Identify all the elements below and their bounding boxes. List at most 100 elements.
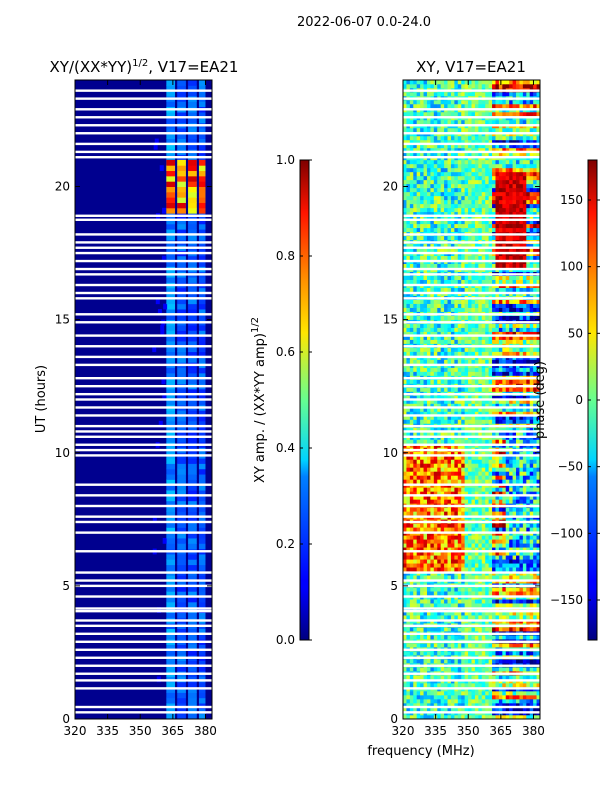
- phase-cell: [505, 715, 510, 719]
- phase-cell: [505, 347, 510, 352]
- phase-cell: [529, 651, 534, 656]
- phase-cell: [406, 439, 411, 444]
- phase-cell: [437, 523, 441, 528]
- phase-cell: [433, 555, 438, 560]
- phase-cell: [426, 467, 431, 472]
- phase-cell: [478, 359, 483, 364]
- phase-cell: [492, 575, 496, 580]
- phase-cell: [426, 511, 431, 516]
- phase-cell: [502, 327, 507, 332]
- phase-cell: [505, 307, 510, 312]
- phase-cell: [464, 575, 469, 580]
- data-gap: [75, 377, 212, 380]
- phase-cell: [444, 371, 448, 376]
- phase-cell: [416, 411, 421, 416]
- phase-cell: [447, 599, 452, 604]
- phase-cell: [481, 451, 486, 456]
- amp-flare-cell: [198, 186, 206, 193]
- phase-cell: [433, 695, 438, 700]
- phase-cell: [450, 703, 455, 708]
- amp-cell: [166, 143, 176, 150]
- phase-cell: [447, 591, 452, 596]
- phase-cell: [447, 387, 452, 392]
- phase-cell: [433, 523, 438, 528]
- phase-cell: [409, 415, 414, 420]
- data-gap: [75, 656, 212, 659]
- phase-cell: [488, 691, 493, 696]
- phase-cell: [533, 699, 537, 704]
- phase-cell: [461, 499, 465, 504]
- phase-cell: [533, 627, 537, 632]
- phase-cell: [522, 511, 527, 516]
- phase-cell: [471, 563, 476, 568]
- phase-cell: [526, 487, 531, 492]
- amp-cell: [166, 692, 176, 699]
- phase-cell: [450, 575, 455, 580]
- phase-cell: [492, 379, 496, 384]
- phase-cell: [416, 471, 421, 476]
- phase-cell: [516, 351, 520, 356]
- phase-cell: [409, 507, 414, 512]
- phase-cell: [413, 335, 417, 340]
- phase-cell: [536, 543, 540, 548]
- phase-cell: [529, 507, 534, 512]
- phase-cell: [498, 539, 503, 544]
- amp-cell: [153, 143, 158, 150]
- phase-cell: [433, 535, 438, 540]
- phase-cell: [498, 615, 503, 620]
- amp-cell: [188, 234, 197, 241]
- phase-cell: [464, 455, 469, 460]
- phase-cell: [519, 451, 524, 456]
- phase-cell: [450, 643, 455, 648]
- phase-cell: [485, 327, 489, 332]
- phase-cell: [464, 547, 469, 552]
- phase-cell: [413, 467, 417, 472]
- phase-cell: [406, 643, 411, 648]
- phase-cell: [403, 603, 407, 608]
- amp-cell: [177, 127, 186, 134]
- amp-cell: [198, 218, 206, 225]
- phase-cell: [416, 539, 421, 544]
- amp-cell: [177, 463, 186, 470]
- phase-cell: [474, 387, 479, 392]
- phase-cell: [437, 559, 441, 564]
- phase-cell: [505, 315, 510, 320]
- phase-cell: [522, 559, 527, 564]
- phase-cell: [474, 367, 479, 372]
- amp-cell: [188, 532, 197, 539]
- phase-cell: [461, 419, 465, 424]
- phase-cell: [444, 403, 448, 408]
- phase-cell: [454, 335, 459, 340]
- phase-cell: [420, 403, 424, 408]
- phase-cell: [461, 559, 465, 564]
- phase-cell: [495, 419, 500, 424]
- phase-cell: [413, 599, 417, 604]
- phase-cell: [488, 315, 493, 320]
- phase-cell: [464, 559, 469, 564]
- phase-cell: [505, 499, 510, 504]
- phase-cell: [423, 387, 428, 392]
- phase-cell: [426, 611, 431, 616]
- phase-cell: [536, 323, 540, 328]
- phase-cell: [426, 715, 431, 719]
- phase-cell: [409, 331, 414, 336]
- phase-cell: [485, 379, 489, 384]
- phase-cell: [526, 475, 531, 480]
- phase-cell: [502, 463, 507, 468]
- phase-cell: [471, 287, 476, 292]
- phase-cell: [495, 415, 500, 420]
- phase-cell: [409, 299, 414, 304]
- amp-cell: [198, 591, 206, 598]
- phase-cell: [464, 691, 469, 696]
- amp-flare-cell: [177, 207, 186, 214]
- phase-cell: [526, 511, 531, 516]
- phase-cell: [433, 599, 438, 604]
- amp-cell: [188, 287, 197, 294]
- phase-cell: [454, 703, 459, 708]
- phase-cell: [495, 567, 500, 572]
- amp-cell: [166, 479, 176, 486]
- phase-cell: [423, 303, 428, 308]
- phase-cell: [403, 667, 407, 672]
- phase-cell: [512, 379, 517, 384]
- phase-cell: [468, 715, 472, 719]
